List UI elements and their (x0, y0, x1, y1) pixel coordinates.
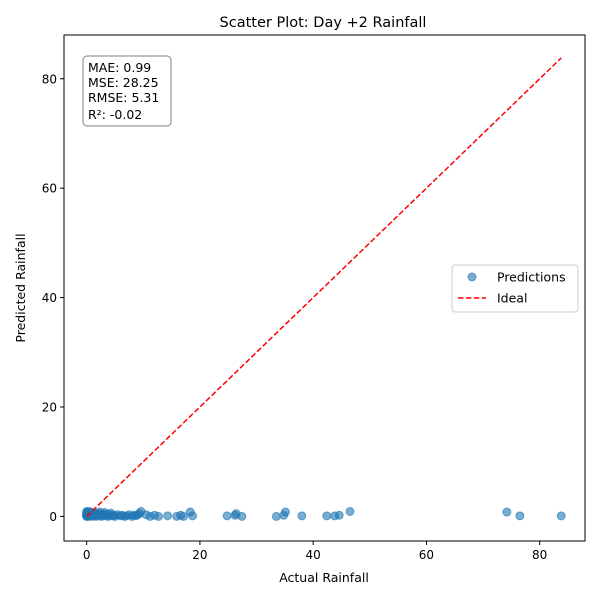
x-tick-label: 0 (83, 548, 91, 562)
y-tick-label: 40 (42, 291, 57, 305)
prediction-point (297, 511, 307, 521)
metrics-box: MAE: 0.99 MSE: 28.25 RMSE: 5.31 R²: -0.0… (82, 55, 172, 127)
prediction-point (188, 511, 198, 521)
ideal-line (86, 57, 562, 517)
prediction-point (334, 510, 344, 520)
prediction-point (502, 507, 512, 517)
prediction-point (280, 507, 290, 517)
metric-r2: R²: -0.02 (88, 107, 142, 122)
metrics-box-frame (82, 55, 172, 127)
prediction-point (271, 511, 281, 521)
prediction-point (222, 511, 232, 521)
legend-frame (451, 264, 579, 313)
prediction-point (322, 511, 332, 521)
x-tick-label: 20 (192, 548, 207, 562)
y-tick-label: 80 (42, 72, 57, 86)
predictions-series (82, 506, 566, 521)
metric-rmse: RMSE: 5.31 (88, 90, 159, 105)
x-axis: 0 20 40 60 80 (83, 541, 547, 562)
y-tick-label: 0 (49, 510, 57, 524)
prediction-point (154, 511, 164, 521)
chart-title: Scatter Plot: Day +2 Rainfall (220, 15, 427, 31)
legend-label-ideal: Ideal (497, 291, 527, 306)
x-tick-label: 80 (532, 548, 547, 562)
legend: Predictions Ideal (451, 264, 579, 313)
plot-frame (63, 34, 586, 542)
prediction-point (178, 511, 188, 521)
prediction-point (237, 511, 247, 521)
legend-marker-predictions (467, 272, 477, 282)
metric-mse: MSE: 28.25 (88, 75, 159, 90)
y-axis: 0 20 40 60 80 (42, 72, 64, 524)
x-axis-label: Actual Rainfall (279, 570, 369, 585)
x-tick-label: 60 (419, 548, 434, 562)
prediction-point (556, 511, 566, 521)
prediction-point (345, 506, 355, 516)
prediction-point (515, 511, 525, 521)
legend-label-predictions: Predictions (497, 270, 566, 285)
y-axis-label: Predicted Rainfall (13, 233, 28, 342)
y-tick-label: 20 (42, 400, 57, 414)
prediction-point (163, 511, 173, 521)
y-tick-label: 60 (42, 182, 57, 196)
metric-mae: MAE: 0.99 (88, 60, 151, 75)
ideal-series (86, 57, 562, 517)
x-tick-label: 40 (306, 548, 321, 562)
